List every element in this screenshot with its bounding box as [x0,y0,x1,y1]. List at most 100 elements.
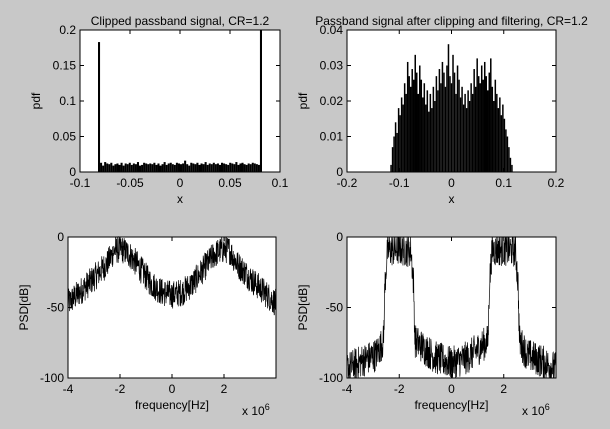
histogram-bar [434,101,436,172]
x-tick-label: 0.1 [272,176,289,190]
histogram-bar [221,162,224,172]
histogram-bar [399,115,401,172]
histogram-bar [208,163,211,172]
histogram-bar [470,83,472,172]
x-axis-ticks: -0.1 -0.05 0 0.05 0.1 [70,30,289,190]
x-tick-label: 0 [448,176,455,190]
histogram-bar [415,72,418,172]
histogram-bar [480,65,483,172]
histogram-bar [477,76,480,172]
histogram-bar [233,164,236,172]
histogram-bar [396,132,398,172]
histogram-bar [100,162,103,172]
histogram-bar [458,79,460,172]
x-tick-label: 0 [169,382,176,396]
histogram-bars [390,44,513,173]
histogram-bar [212,162,215,172]
histogram-bar [202,164,205,172]
histogram-bar [200,163,203,172]
histogram-bar [161,164,164,172]
histogram-bar [411,69,413,172]
x-tick-label: 0 [177,176,184,190]
x-tick-label: -2 [394,382,405,396]
histogram-bar [116,163,119,172]
histogram-bar [245,164,248,172]
histogram-bar [488,72,491,172]
histogram-bar [190,162,193,172]
x-tick-label: -0.1 [389,176,410,190]
histogram-bar [192,163,195,172]
x-tick-label: 0.2 [548,176,565,190]
x-axis-label: x [449,192,455,206]
histogram-bar [149,163,152,172]
y-tick-label: 0.02 [320,94,344,108]
subplot-filtered-pdf: -0.2 -0.1 0 0.1 0.2 0 0.01 0.02 0.03 0.04 Passba… [296,14,588,206]
psd-line [346,236,557,379]
y-tick-label: -100 [40,371,64,385]
x-tick-label: 2 [500,382,507,396]
y-axis-label: PSD[dB] [17,284,31,330]
histogram-bar [163,162,166,172]
x-tick-label: -2 [115,382,126,396]
x-tick-label: 0 [448,382,455,396]
histogram-bar [196,162,199,172]
y-tick-label: 0 [57,230,64,244]
y-tick-label: 0.15 [53,59,77,73]
histogram-bar [422,97,424,172]
histogram-bar [243,164,246,172]
y-tick-label: 0.05 [53,130,77,144]
histogram-bar [446,65,448,172]
histogram-bar [490,58,492,172]
x-axis-label: frequency[Hz] [135,398,209,412]
y-tick-label: 0.2 [59,23,76,37]
histogram-bar [499,97,501,172]
x-axis-label: x [177,192,183,206]
histogram-bar [471,93,474,172]
histogram-bar [120,162,123,172]
histogram-bar [253,163,256,172]
histogram-bar [251,162,254,172]
histogram-bar [467,90,469,172]
x-tick-label: 0.1 [495,176,512,190]
y-tick-label: -50 [326,301,344,315]
histogram-bar [180,164,183,172]
subplot-title: Passband signal after clipping and filte… [315,14,588,28]
histogram-bar [482,79,484,172]
axes-frame [346,29,557,173]
histogram-bar [409,86,412,172]
histogram-bar [437,90,439,172]
histogram-bar [165,164,168,172]
plot-area [80,30,280,172]
histogram-bar [108,164,111,172]
y-tick-label: -50 [47,301,65,315]
x-axis-label: frequency[Hz] [414,398,488,412]
histogram-bar [186,164,189,172]
histogram-bar [497,108,500,172]
histogram-bar [214,164,217,172]
y-tick-label: 0 [336,230,343,244]
histogram-bar [229,162,232,172]
histogram-bar [479,83,481,172]
x-tick-label: -4 [342,382,353,396]
histogram-bar [136,162,139,172]
histogram-bar [153,162,156,172]
histogram-bar [167,163,170,172]
y-tick-label: 0.1 [59,94,76,108]
histogram-bar [435,76,438,172]
histogram-bar [184,160,187,172]
histogram-bar [147,164,150,172]
histogram-bar [118,164,121,172]
histogram-bar [503,118,506,172]
x-tick-label: -0.05 [116,176,144,190]
histogram-bar [182,163,185,172]
histogram-bar [155,164,158,172]
histogram-bar [257,164,260,172]
y-axis-label: PSD[dB] [296,284,310,330]
x-tick-label: -0.2 [337,176,358,190]
histogram-bar [134,164,137,172]
histogram-bar [169,162,172,172]
histogram-bar [474,86,477,172]
histogram-bar [444,86,447,172]
histogram-bar [143,162,146,172]
histogram-bar [506,136,509,172]
